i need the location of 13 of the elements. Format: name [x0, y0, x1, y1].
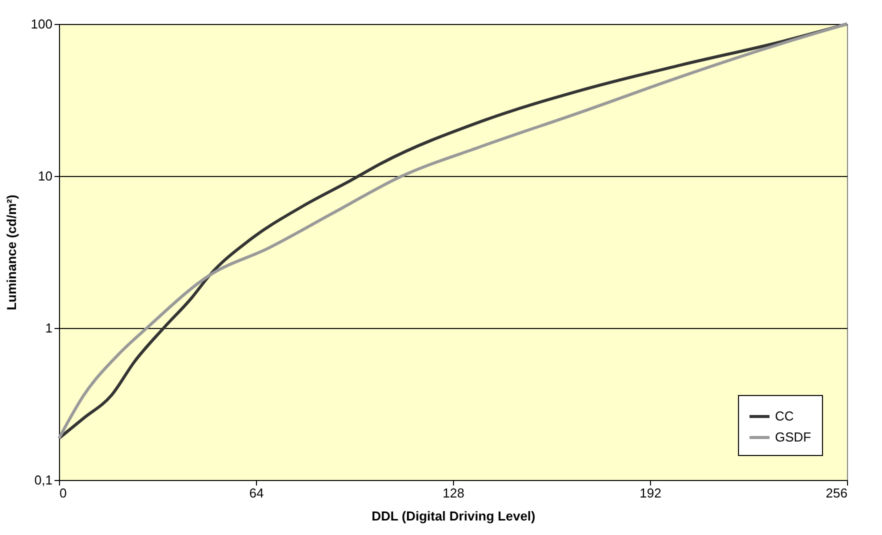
x-tick-label: 256: [826, 486, 848, 500]
x-axis-title: DDL (Digital Driving Level): [372, 508, 536, 524]
x-tick-label: 0: [60, 486, 67, 500]
x-tick-label: 64: [249, 486, 264, 500]
legend-label: CC: [775, 408, 794, 424]
y-tick-label: 1: [45, 320, 52, 336]
x-tick-label: 192: [640, 486, 662, 500]
y-axis-title: Luminance (cd/m²): [4, 194, 19, 310]
y-tick-label: 0,1: [34, 472, 52, 488]
legend-label: GSDF: [775, 430, 812, 444]
y-tick-label: 100: [30, 16, 52, 32]
y-tick-label: 10: [38, 168, 52, 184]
x-tick-label: 128: [442, 486, 464, 500]
